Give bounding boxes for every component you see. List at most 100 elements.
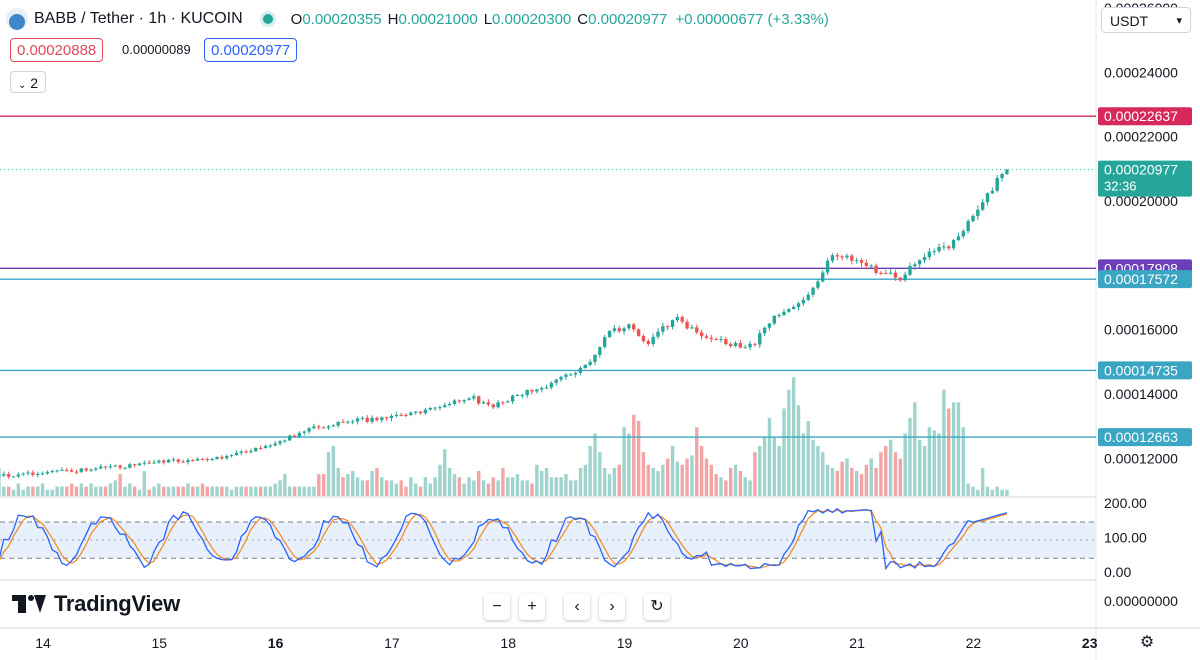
tradingview-logo[interactable]: TradingView <box>12 590 180 618</box>
currency-select[interactable]: USDT ▾ <box>1101 7 1191 33</box>
candle-body <box>94 468 98 470</box>
volume-bar <box>186 483 190 496</box>
sell-price-button[interactable]: 0.00020888 <box>10 38 104 62</box>
volume-bar <box>254 486 258 496</box>
volume-bar <box>36 486 40 496</box>
volume-bar <box>210 486 214 496</box>
indicators-toggle-button[interactable]: ⌄ 2 <box>10 71 46 93</box>
volume-bar <box>45 489 50 496</box>
candle-body <box>55 470 59 472</box>
candle-body <box>506 401 510 403</box>
volume-bar <box>191 486 195 496</box>
volume-bar <box>680 464 684 496</box>
candle-body <box>457 400 462 402</box>
volume-bar <box>389 480 394 496</box>
candle-body <box>762 327 767 334</box>
candle-body <box>767 323 772 328</box>
volume-bar <box>748 480 752 496</box>
volume-bar <box>481 480 486 496</box>
volume-bar <box>670 446 675 496</box>
volume-bar <box>2 486 6 496</box>
volume-bar <box>89 483 93 496</box>
volume-bar <box>40 483 45 496</box>
candle-body <box>699 332 704 337</box>
candle-body <box>268 445 273 447</box>
volume-bar <box>811 439 815 496</box>
candle-body <box>414 411 418 413</box>
candle-body <box>898 277 902 281</box>
volume-bar <box>593 433 597 496</box>
candle-body <box>607 330 612 338</box>
candle-body <box>641 335 646 342</box>
candle-body <box>646 341 651 344</box>
price-axis-label: 0.00014000 <box>1104 386 1178 402</box>
zoom-in-button[interactable]: + <box>519 594 545 620</box>
gear-icon[interactable]: ⚙ <box>1139 634 1155 651</box>
candle-body <box>171 459 176 461</box>
volume-bar <box>263 486 268 496</box>
volume-bar <box>205 486 210 496</box>
candle-body <box>535 389 539 392</box>
candle-body <box>447 403 452 406</box>
volume-bar <box>544 467 549 496</box>
volume-bar <box>428 483 432 496</box>
scroll-right-button[interactable]: › <box>599 594 625 620</box>
zoom-out-button[interactable]: − <box>484 594 510 620</box>
volume-bar <box>884 446 888 496</box>
volume-bar <box>409 477 413 496</box>
volume-bar <box>782 408 786 496</box>
time-axis-label: 14 <box>35 635 51 651</box>
candle-body <box>326 426 331 428</box>
symbol-title[interactable]: BABB / Tether · 1h · KUCOIN <box>34 10 243 27</box>
volume-bar <box>665 458 670 496</box>
volume-bar <box>457 477 462 496</box>
scroll-left-button[interactable]: ‹ <box>564 594 590 620</box>
candle-body <box>26 472 30 474</box>
candle-body <box>99 466 103 469</box>
candle-body <box>753 343 757 345</box>
volume-bar <box>79 483 84 496</box>
volume-bar <box>103 486 108 496</box>
candle-body <box>0 475 1 477</box>
time-axis-label: 15 <box>152 635 168 651</box>
candle-body <box>602 337 607 348</box>
chevron-down-icon: ▾ <box>1176 15 1182 27</box>
market-status-icon[interactable] <box>262 14 273 24</box>
buy-price-button[interactable]: 0.00020977 <box>204 38 298 62</box>
candle-body <box>845 255 849 258</box>
price-level-label: 0.00014735 <box>1104 362 1178 378</box>
candle-body <box>748 343 752 348</box>
high-label: H <box>387 10 399 28</box>
symbol-header: BABB / Tether · 1h · KUCOIN O 0.00020355 … <box>6 6 829 32</box>
volume-bar <box>501 467 505 496</box>
candle-body <box>830 255 835 261</box>
volume-bar <box>1005 489 1009 496</box>
volume-bar <box>423 477 428 496</box>
candle-body <box>617 328 621 332</box>
candle-body <box>283 440 287 442</box>
candle-body <box>573 372 578 375</box>
volume-bar <box>985 486 990 496</box>
reset-chart-button[interactable]: ↻ <box>644 594 670 620</box>
oscillator-main-line <box>0 507 1008 571</box>
candle-body <box>205 458 210 460</box>
volume-bar <box>738 471 743 496</box>
change-value: +0.00000677 (+3.33%) <box>675 10 829 28</box>
volume-bar <box>94 486 98 496</box>
candle-body <box>307 428 311 432</box>
candle-body <box>801 299 806 304</box>
candle-body <box>302 431 306 433</box>
candle-body <box>719 338 723 340</box>
candle-body <box>525 390 529 396</box>
candle-body <box>578 367 583 373</box>
volume-bar <box>472 480 476 496</box>
volume-bar <box>452 474 457 496</box>
candle-body <box>181 461 185 463</box>
low-value: 0.00020300 <box>492 10 572 28</box>
volume-bar <box>719 477 723 496</box>
volume-bar <box>767 417 772 496</box>
volume-bar <box>55 486 59 496</box>
volume-bar <box>835 471 839 496</box>
